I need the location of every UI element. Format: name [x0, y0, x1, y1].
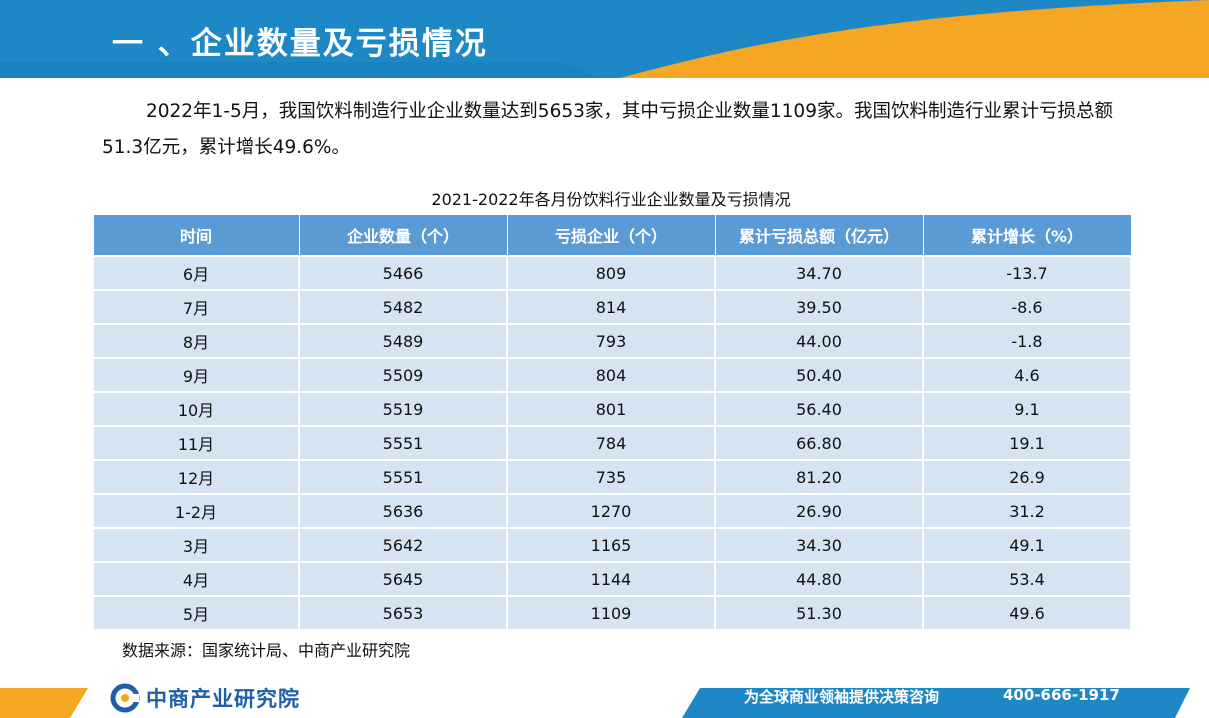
column-header-time: 时间 [92, 214, 300, 257]
table-cell: 1-2月 [92, 493, 300, 529]
table-caption: 2021-2022年各月份饮料行业企业数量及亏损情况 [431, 190, 791, 209]
table-row: 11月 5551 784 66.80 19.1 [92, 425, 1132, 461]
table-cell: 44.80 [714, 561, 924, 597]
table-row: 8月 5489 793 44.00 -1.8 [92, 323, 1132, 359]
column-header-growth: 累计增长（%） [922, 214, 1132, 257]
page-title: 一 、企业数量及亏损情况 [112, 26, 488, 62]
column-header-total-loss: 累计亏损总额（亿元） [714, 214, 924, 257]
table-cell: 5月 [92, 595, 300, 631]
table-cell: 49.6 [922, 595, 1132, 631]
table-cell: 5551 [298, 459, 508, 495]
table-row: 7月 5482 814 39.50 -8.6 [92, 289, 1132, 325]
table-cell: 3月 [92, 527, 300, 563]
table-cell: 735 [506, 459, 716, 495]
table-cell: 7月 [92, 289, 300, 325]
company-logo-icon [110, 683, 140, 713]
table-cell: 1270 [506, 493, 716, 529]
table-cell: 4.6 [922, 357, 1132, 393]
table-cell: 12月 [92, 459, 300, 495]
table-cell: 39.50 [714, 289, 924, 325]
table-cell: 34.30 [714, 527, 924, 563]
table-cell: 5653 [298, 595, 508, 631]
table-row: 5月 5653 1109 51.30 49.6 [92, 595, 1132, 631]
table-row: 12月 5551 735 81.20 26.9 [92, 459, 1132, 495]
footer-background [0, 688, 1190, 718]
table-cell: 51.30 [714, 595, 924, 631]
table-cell: 9.1 [922, 391, 1132, 427]
table-row: 1-2月 5636 1270 26.90 31.2 [92, 493, 1132, 529]
table-cell: 56.40 [714, 391, 924, 427]
table-cell: -8.6 [922, 289, 1132, 325]
header-background [0, 0, 1209, 78]
table-cell: 8月 [92, 323, 300, 359]
table-cell: 5519 [298, 391, 508, 427]
table-cell: 804 [506, 357, 716, 393]
table-cell: 26.90 [714, 493, 924, 529]
table-row: 6月 5466 809 34.70 -13.7 [92, 255, 1132, 291]
table-cell: 1165 [506, 527, 716, 563]
footer-slogan: 为全球商业领袖提供决策咨询 [744, 688, 940, 706]
table-cell: 793 [506, 323, 716, 359]
table-cell: 53.4 [922, 561, 1132, 597]
footer-phone: 400-666-1917 [1003, 686, 1120, 704]
table-cell: 44.00 [714, 323, 924, 359]
table-cell: 1109 [506, 595, 716, 631]
column-header-company-count: 企业数量（个） [298, 214, 508, 257]
table-cell: -13.7 [922, 255, 1132, 291]
table-cell: 81.20 [714, 459, 924, 495]
table-cell: 9月 [92, 357, 300, 393]
data-source-note: 数据来源：国家统计局、中商产业研究院 [122, 641, 411, 660]
table-cell: 5645 [298, 561, 508, 597]
table-cell: 26.9 [922, 459, 1132, 495]
table-cell: 809 [506, 255, 716, 291]
table-cell: 814 [506, 289, 716, 325]
table-row: 3月 5642 1165 34.30 49.1 [92, 527, 1132, 563]
table-row: 9月 5509 804 50.40 4.6 [92, 357, 1132, 393]
table-cell: 31.2 [922, 493, 1132, 529]
table-cell: 11月 [92, 425, 300, 461]
table-cell: 10月 [92, 391, 300, 427]
footer-logo-text: 中商产业研究院 [146, 687, 300, 711]
table-cell: 5509 [298, 357, 508, 393]
table-cell: 5482 [298, 289, 508, 325]
table-cell: -1.8 [922, 323, 1132, 359]
table-cell: 5636 [298, 493, 508, 529]
table-cell: 4月 [92, 561, 300, 597]
header-banner: 一 、企业数量及亏损情况 [0, 0, 1209, 78]
table-cell: 1144 [506, 561, 716, 597]
footer-logo: 中商产业研究院 [110, 683, 300, 713]
table-cell: 50.40 [714, 357, 924, 393]
table-cell: 66.80 [714, 425, 924, 461]
table-cell: 6月 [92, 255, 300, 291]
table-cell: 5466 [298, 255, 508, 291]
table-cell: 5551 [298, 425, 508, 461]
intro-paragraph: 2022年1-5月，我国饮料制造行业企业数量达到5653家，其中亏损企业数量11… [102, 101, 1113, 158]
table-cell: 34.70 [714, 255, 924, 291]
footer-bar [0, 680, 1209, 718]
table-cell: 5489 [298, 323, 508, 359]
table-cell: 784 [506, 425, 716, 461]
column-header-loss-companies: 亏损企业（个） [506, 214, 716, 257]
table-cell: 5642 [298, 527, 508, 563]
table-cell: 801 [506, 391, 716, 427]
table-cell: 19.1 [922, 425, 1132, 461]
table-cell: 49.1 [922, 527, 1132, 563]
table-row: 4月 5645 1144 44.80 53.4 [92, 561, 1132, 597]
table-header-row: 时间 企业数量（个） 亏损企业（个） 累计亏损总额（亿元） 累计增长（%） [92, 214, 1132, 257]
data-table: 时间 企业数量（个） 亏损企业（个） 累计亏损总额（亿元） 累计增长（%） 6月… [92, 214, 1132, 631]
table-row: 10月 5519 801 56.40 9.1 [92, 391, 1132, 427]
